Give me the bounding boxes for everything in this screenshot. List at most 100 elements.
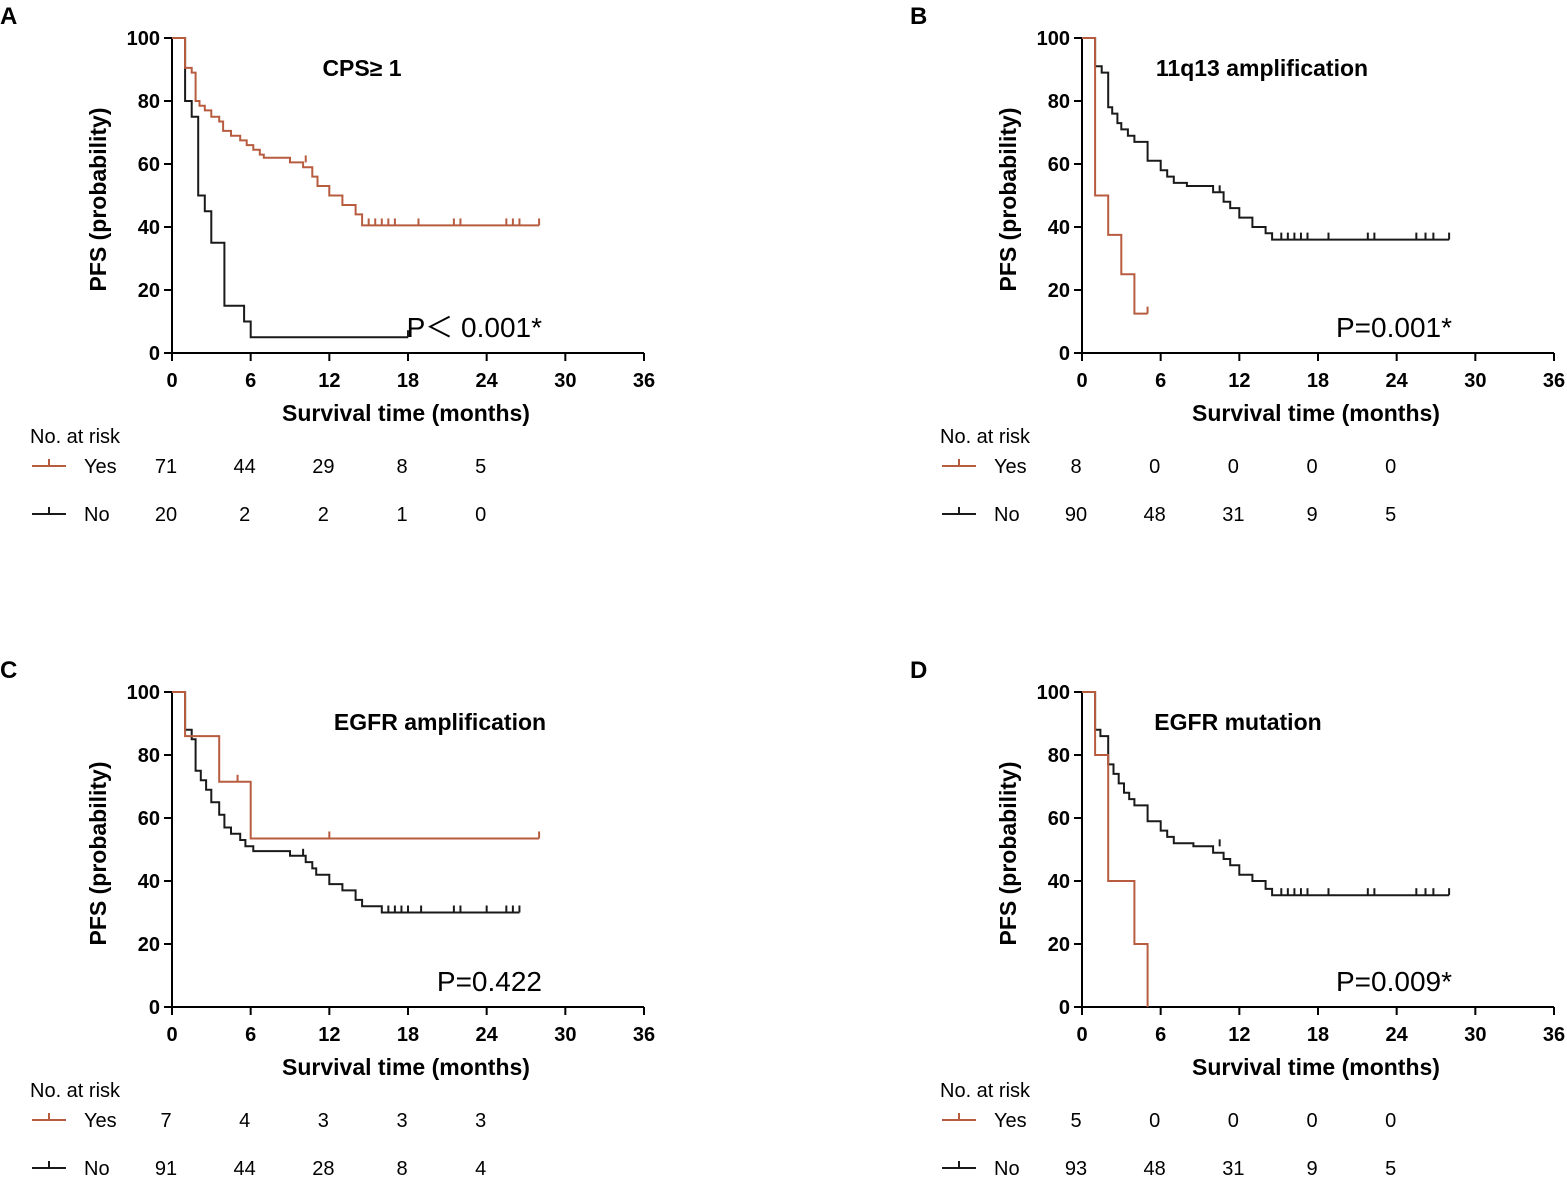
risk-count: 0 (475, 504, 486, 526)
risk-count: 3 (475, 1110, 486, 1132)
chart-title: EGFR mutation (1154, 709, 1321, 735)
risk-count: 5 (475, 456, 486, 478)
risk-count: 90 (1065, 504, 1087, 526)
risk-row-label: No (994, 1158, 1020, 1177)
y-tick-label: 60 (138, 808, 160, 830)
risk-count: 44 (234, 456, 256, 478)
x-tick-label: 0 (166, 370, 177, 392)
y-axis-label: PFS (probability) (85, 762, 111, 946)
risk-row-label: Yes (994, 456, 1027, 478)
panel-c: C 0 6 12 18 24 30 36 0 20 40 60 80 100 Survival time (… (0, 657, 655, 1177)
risk-count: 28 (312, 1158, 334, 1177)
risk-count: 0 (1385, 456, 1396, 478)
x-tick-label: 18 (1307, 370, 1329, 392)
risk-count: 5 (1070, 1110, 1081, 1132)
y-tick-label: 80 (1048, 745, 1070, 767)
risk-count: 0 (1385, 1110, 1396, 1132)
x-tick-label: 0 (1076, 1024, 1087, 1046)
x-tick-label: 6 (1155, 1024, 1166, 1046)
km-curve-yes (172, 691, 540, 840)
chart-title: EGFR amplification (334, 709, 546, 735)
km-curve-no (1082, 691, 1450, 897)
risk-row-label: Yes (994, 1110, 1027, 1132)
risk-count: 8 (1070, 456, 1081, 478)
panel-label: C (0, 657, 17, 684)
x-axis-label: Survival time (months) (282, 1054, 530, 1080)
panel-label: D (910, 657, 927, 684)
km-curve-no (172, 37, 408, 339)
risk-count: 0 (1306, 1110, 1317, 1132)
y-tick-label: 40 (138, 871, 160, 893)
y-tick-label: 0 (1059, 343, 1070, 365)
risk-count: 7 (160, 1110, 171, 1132)
y-axis-label: PFS (probability) (995, 762, 1021, 946)
risk-count: 4 (239, 1110, 250, 1132)
x-tick-label: 24 (476, 1024, 499, 1046)
risk-count: 5 (1385, 504, 1396, 526)
risk-count: 29 (312, 456, 334, 478)
x-tick-label: 12 (1228, 1024, 1250, 1046)
x-axis-label: Survival time (months) (1192, 1054, 1440, 1080)
y-tick-label: 60 (138, 154, 160, 176)
risk-count: 0 (1306, 456, 1317, 478)
risk-count: 1 (396, 504, 407, 526)
y-tick-label: 100 (127, 682, 160, 704)
risk-count: 3 (396, 1110, 407, 1132)
y-tick-label: 80 (138, 91, 160, 113)
y-tick-label: 80 (1048, 91, 1070, 113)
y-axis-label: PFS (probability) (85, 108, 111, 292)
y-tick-label: 40 (1048, 871, 1070, 893)
y-tick-label: 20 (138, 280, 160, 302)
risk-count: 31 (1222, 1158, 1244, 1177)
y-tick-label: 100 (127, 28, 160, 50)
x-tick-label: 12 (318, 1024, 340, 1046)
risk-count: 0 (1228, 1110, 1239, 1132)
risk-count: 5 (1385, 1158, 1396, 1177)
risk-row-label: No (994, 504, 1020, 526)
x-tick-label: 36 (633, 370, 655, 392)
y-tick-label: 60 (1048, 808, 1070, 830)
y-tick-label: 80 (138, 745, 160, 767)
risk-count: 9 (1306, 504, 1317, 526)
risk-count: 2 (318, 504, 329, 526)
y-tick-label: 0 (1059, 997, 1070, 1019)
y-tick-label: 40 (1048, 217, 1070, 239)
risk-count: 91 (155, 1158, 177, 1177)
y-tick-label: 0 (149, 997, 160, 1019)
x-tick-label: 24 (1386, 1024, 1409, 1046)
y-tick-label: 100 (1037, 682, 1070, 704)
x-tick-label: 6 (245, 1024, 256, 1046)
p-value: P=0.009* (1336, 966, 1452, 997)
risk-count: 2 (239, 504, 250, 526)
risk-table-header: No. at risk (30, 1080, 121, 1102)
y-tick-label: 20 (1048, 934, 1070, 956)
x-axis-label: Survival time (months) (1192, 400, 1440, 426)
risk-count: 9 (1306, 1158, 1317, 1177)
y-tick-label: 100 (1037, 28, 1070, 50)
risk-count: 93 (1065, 1158, 1087, 1177)
x-tick-label: 18 (1307, 1024, 1329, 1046)
x-tick-label: 18 (397, 1024, 419, 1046)
panel-label: B (910, 3, 927, 30)
panel-d: D 0 6 12 18 24 30 36 0 20 40 60 80 100 Survival time (… (910, 657, 1565, 1177)
km-curve-no (172, 691, 520, 914)
risk-row-label: Yes (84, 1110, 117, 1132)
x-tick-label: 30 (1464, 1024, 1486, 1046)
y-axis-label: PFS (probability) (995, 108, 1021, 292)
risk-count: 0 (1149, 1110, 1160, 1132)
risk-row-label: Yes (84, 456, 117, 478)
risk-table-header: No. at risk (940, 426, 1031, 448)
chart-title: 11q13 amplification (1156, 55, 1368, 81)
risk-count: 3 (318, 1110, 329, 1132)
x-tick-label: 18 (397, 370, 419, 392)
x-tick-label: 6 (245, 370, 256, 392)
km-curve-yes (1082, 691, 1149, 1007)
km-curve-yes (1082, 37, 1148, 315)
x-tick-label: 30 (554, 370, 576, 392)
risk-table-header: No. at risk (30, 426, 121, 448)
y-tick-label: 0 (149, 343, 160, 365)
y-tick-label: 60 (1048, 154, 1070, 176)
